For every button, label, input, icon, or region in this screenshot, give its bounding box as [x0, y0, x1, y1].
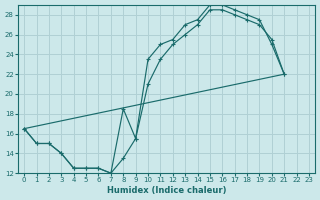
X-axis label: Humidex (Indice chaleur): Humidex (Indice chaleur): [107, 186, 226, 195]
